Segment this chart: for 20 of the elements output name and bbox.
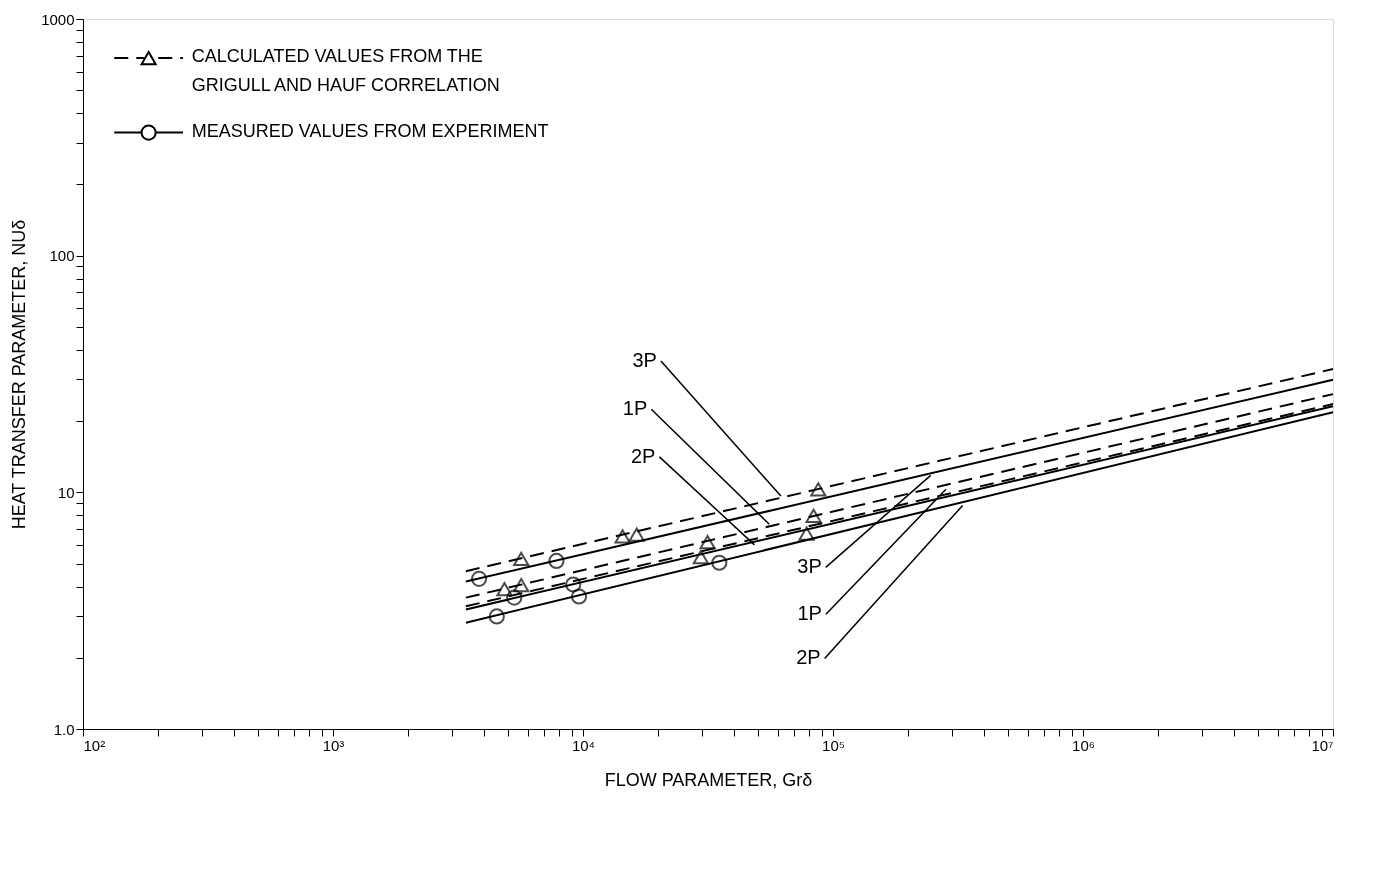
x-axis-title: FLOW PARAMETER, Grδ	[604, 769, 813, 790]
y-tick-label: 1000	[41, 10, 75, 28]
annotation: 1P	[797, 602, 822, 625]
annotation: 3P	[632, 349, 657, 372]
legend-label: MEASURED VALUES FROM EXPERIMENT	[191, 120, 549, 141]
y-tick-label: 1.0	[53, 720, 75, 738]
y-tick-label: 10	[57, 483, 75, 501]
y-axis-title: HEAT TRANSFER PARAMETER, NUδ	[9, 219, 30, 530]
legend-label: CALCULATED VALUES FROM THE GRIGULL AND HAUF CORRELATION	[191, 46, 500, 96]
x-tick-label: 10⁷	[1311, 736, 1334, 754]
annotation: 2P	[796, 646, 821, 669]
x-tick-label: 10³	[322, 736, 345, 754]
x-tick-label: 10⁵	[822, 736, 845, 754]
x-tick-label: 10²	[83, 736, 106, 754]
x-tick-label: 10⁴	[571, 736, 596, 754]
annotation: 1P	[622, 397, 648, 420]
x-tick-label: 10⁶	[1072, 736, 1095, 754]
annotation: 2P	[630, 444, 656, 467]
y-tick-label: 100	[49, 247, 75, 265]
annotation: 3P	[797, 555, 822, 578]
